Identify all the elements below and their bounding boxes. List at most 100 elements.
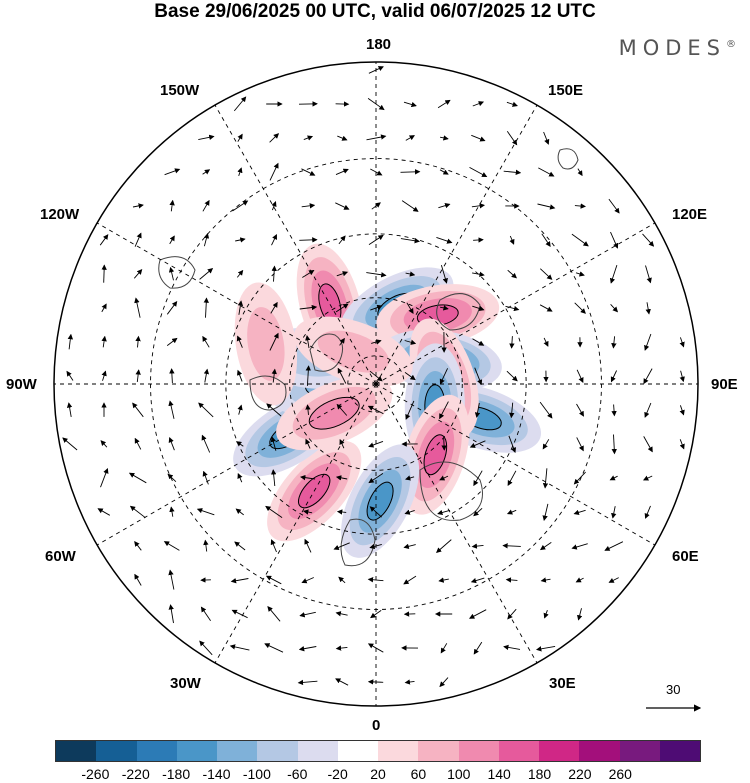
wind-vector <box>134 573 142 586</box>
wind-vector <box>101 264 107 283</box>
wind-vector <box>269 332 279 351</box>
wind-vector <box>473 237 484 243</box>
wind-vector <box>164 168 181 176</box>
wind-vector <box>202 335 210 348</box>
wind-vector <box>367 98 385 111</box>
wind-vector <box>163 541 180 551</box>
wind-vector <box>230 578 249 584</box>
wind-vector <box>543 131 550 145</box>
wind-vector <box>367 643 384 653</box>
wind-vector <box>441 438 447 451</box>
positive-anomaly-contour <box>308 396 360 430</box>
wind-vector <box>271 368 277 383</box>
colorbar-tick-label: -220 <box>121 766 150 782</box>
wind-vector <box>406 302 414 314</box>
wind-vector <box>339 337 345 346</box>
wind-vector <box>169 199 175 212</box>
wind-vector <box>440 643 448 654</box>
wind-vector <box>101 370 107 381</box>
colorbar-tick-label: 140 <box>487 766 511 782</box>
wind-vector <box>264 643 284 653</box>
wind-vector <box>301 168 316 176</box>
lon-label-90e: 90E <box>711 376 738 393</box>
colorbar-swatch <box>217 741 258 761</box>
wind-vector <box>237 404 243 415</box>
wind-vector <box>473 470 483 487</box>
wind-vector <box>507 269 517 279</box>
wind-vector <box>202 470 209 485</box>
meridian-line <box>96 222 377 385</box>
wind-vector <box>405 271 416 277</box>
wind-vector <box>439 368 449 385</box>
colorbar-tick-label: 60 <box>410 766 427 782</box>
wind-vector <box>645 265 652 284</box>
wind-vector <box>335 303 349 313</box>
wind-vector <box>543 337 549 347</box>
wind-vector <box>471 134 486 142</box>
wind-vector <box>469 440 486 448</box>
wind-vector <box>202 169 211 175</box>
wind-vector <box>339 438 345 449</box>
wind-vector <box>132 203 144 209</box>
wind-vector <box>503 169 522 176</box>
colorbar-tick-label: -100 <box>242 766 271 782</box>
wind-vector <box>542 439 550 450</box>
wind-vector <box>368 473 384 484</box>
wind-vector <box>574 302 586 314</box>
colorbar-swatch <box>378 741 419 761</box>
wind-vector <box>368 66 384 74</box>
colorbar-tick-label: 100 <box>447 766 471 782</box>
colorbar-tick-label: -260 <box>81 766 110 782</box>
wind-vector <box>198 134 215 141</box>
meridian-line <box>375 222 656 385</box>
wind-vector <box>66 370 74 381</box>
wind-vector <box>604 541 624 551</box>
wind-vector <box>335 678 349 686</box>
wind-vector <box>611 434 617 455</box>
wind-vector <box>473 507 483 517</box>
brand-registered-mark: ® <box>726 39 736 50</box>
wind-vector <box>203 539 209 552</box>
wind-vector <box>611 336 617 349</box>
wind-vector <box>506 101 518 107</box>
wind-vector <box>576 437 584 452</box>
lon-label-30e: 30E <box>549 675 576 692</box>
wind-vector <box>270 301 278 314</box>
colorbar-swatch <box>337 741 378 761</box>
wind-vector <box>97 508 111 516</box>
wind-vector <box>474 402 481 418</box>
wind-vector <box>439 401 449 420</box>
wind-vector <box>576 403 584 417</box>
wind-vector <box>469 609 487 619</box>
lon-label-90w: 90W <box>6 376 37 393</box>
colorbar-swatch <box>96 741 137 761</box>
wind-vector <box>367 679 384 685</box>
wind-vector <box>610 370 618 383</box>
wind-vector <box>67 333 74 350</box>
wind-vector <box>271 265 277 282</box>
wind-vector <box>235 441 244 447</box>
wind-vector <box>436 236 453 244</box>
colorbar-swatch <box>176 741 217 761</box>
colorbar-swatch <box>297 741 338 761</box>
wind-vector <box>265 575 282 585</box>
wind-vector <box>575 271 585 277</box>
wind-vector <box>235 237 246 243</box>
wind-vector <box>335 475 348 481</box>
wind-vector <box>470 577 485 584</box>
map-title: Base 29/06/2025 00 UTC, valid 06/07/2025… <box>154 1 596 22</box>
wind-vector <box>335 168 349 176</box>
wind-vector <box>237 472 243 483</box>
wind-vector <box>405 475 415 481</box>
colorbar-tick-label: 20 <box>370 766 386 782</box>
colorbar-swatch <box>498 741 539 761</box>
positive-anomaly-contour <box>247 307 285 381</box>
wind-vector <box>168 604 174 624</box>
colorbar-tick-label: 260 <box>608 766 632 782</box>
wind-vector <box>166 300 178 315</box>
wind-vector <box>66 402 73 417</box>
wind-vector <box>405 400 415 420</box>
wind-vector <box>505 577 518 583</box>
wind-vector <box>507 608 517 620</box>
wind-vector <box>335 645 348 651</box>
